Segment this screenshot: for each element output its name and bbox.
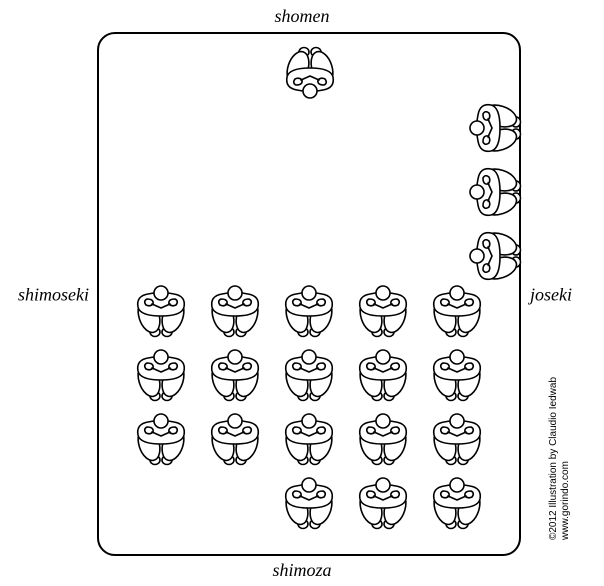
student-icon: [204, 410, 266, 466]
student-icon: [352, 282, 414, 338]
label-top: shomen: [275, 6, 330, 27]
student-icon: [352, 410, 414, 466]
senior-icon: [466, 97, 522, 159]
student-icon: [130, 410, 192, 466]
student-icon: [204, 282, 266, 338]
student-icon: [426, 346, 488, 402]
student-icon: [130, 282, 192, 338]
label-bottom: shimoza: [272, 560, 331, 581]
senior-icon: [466, 225, 522, 287]
sensei-icon: [279, 46, 341, 102]
student-icon: [352, 346, 414, 402]
label-right: joseki: [530, 285, 572, 306]
credit-line-2: www.gorindo.com: [560, 377, 572, 540]
student-icon: [426, 282, 488, 338]
student-icon: [426, 474, 488, 530]
student-icon: [130, 346, 192, 402]
credit-text: ©2012 Illustration by Claudio Iedwabwww.…: [548, 377, 572, 540]
student-icon: [278, 474, 340, 530]
student-icon: [278, 282, 340, 338]
credit-line-1: ©2012 Illustration by Claudio Iedwab: [548, 377, 560, 540]
student-icon: [204, 346, 266, 402]
label-left: shimoseki: [18, 285, 89, 306]
student-icon: [426, 410, 488, 466]
senior-icon: [466, 161, 522, 223]
student-icon: [352, 474, 414, 530]
student-icon: [278, 346, 340, 402]
student-icon: [278, 410, 340, 466]
